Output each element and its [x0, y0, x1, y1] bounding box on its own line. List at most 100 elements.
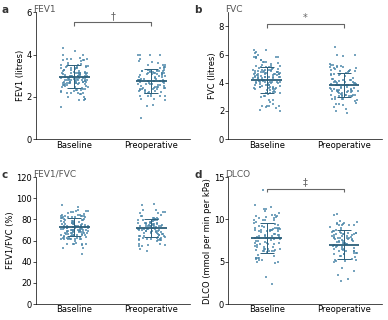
Point — [136, 74, 142, 79]
Point — [256, 224, 262, 229]
Point — [71, 221, 77, 226]
Point — [139, 213, 145, 219]
Point — [140, 207, 146, 212]
Point — [353, 251, 359, 256]
Text: c: c — [2, 170, 8, 180]
Point — [64, 236, 70, 241]
Point — [65, 61, 71, 66]
Point — [140, 226, 147, 231]
Point — [156, 73, 162, 78]
Point — [80, 80, 86, 85]
Point — [150, 69, 156, 74]
Point — [265, 83, 272, 88]
Point — [136, 237, 142, 242]
Point — [327, 225, 334, 230]
Point — [266, 83, 272, 88]
Point — [262, 239, 268, 244]
Point — [267, 99, 273, 104]
Point — [339, 245, 345, 250]
Point — [145, 243, 151, 248]
Point — [346, 222, 353, 227]
Point — [162, 210, 168, 215]
Point — [330, 76, 336, 82]
Point — [61, 217, 68, 222]
Point — [276, 234, 282, 239]
Point — [340, 241, 346, 246]
Point — [142, 91, 149, 96]
Point — [334, 272, 341, 277]
Point — [80, 227, 87, 232]
Point — [352, 255, 358, 260]
Point — [263, 236, 269, 241]
Point — [60, 215, 66, 220]
Point — [266, 85, 272, 91]
Point — [258, 58, 264, 63]
Point — [84, 56, 90, 61]
Point — [340, 77, 346, 82]
Point — [84, 231, 90, 236]
Point — [253, 81, 259, 86]
Point — [145, 71, 151, 76]
Point — [257, 107, 263, 112]
Point — [68, 67, 74, 72]
Point — [80, 75, 86, 80]
Point — [81, 97, 87, 102]
Point — [265, 67, 272, 72]
Point — [75, 70, 81, 75]
Point — [255, 73, 261, 78]
Point — [144, 103, 151, 108]
Point — [266, 98, 272, 103]
Point — [153, 207, 159, 212]
Point — [66, 80, 73, 85]
Point — [60, 68, 66, 73]
Point — [251, 75, 258, 80]
Point — [83, 70, 90, 75]
Point — [260, 59, 266, 64]
Y-axis label: FEV1 (litres): FEV1 (litres) — [16, 50, 25, 101]
Point — [159, 71, 165, 76]
Point — [334, 89, 341, 94]
Point — [342, 242, 348, 247]
Point — [155, 61, 161, 66]
Point — [73, 80, 79, 85]
Point — [328, 89, 334, 94]
Point — [77, 92, 83, 97]
Point — [158, 90, 164, 95]
Point — [77, 226, 83, 231]
Point — [58, 226, 64, 231]
Point — [64, 91, 70, 96]
Point — [136, 78, 142, 83]
Point — [158, 71, 165, 76]
Point — [265, 80, 271, 85]
Point — [348, 237, 355, 243]
Point — [81, 211, 87, 216]
Point — [152, 216, 159, 221]
Point — [57, 218, 64, 223]
Point — [58, 233, 64, 238]
Point — [256, 79, 263, 84]
Point — [251, 236, 258, 241]
Point — [79, 218, 85, 223]
Point — [64, 225, 70, 230]
Point — [138, 214, 144, 219]
Point — [137, 72, 143, 77]
Point — [271, 248, 277, 253]
Point — [352, 69, 359, 74]
Point — [352, 92, 358, 97]
Point — [274, 214, 281, 219]
Point — [267, 88, 274, 93]
Point — [258, 95, 264, 100]
Point — [83, 228, 89, 233]
Point — [263, 229, 270, 234]
Point — [274, 69, 280, 75]
Point — [336, 94, 342, 99]
Point — [334, 88, 340, 93]
Point — [66, 77, 72, 82]
Point — [149, 81, 156, 86]
Point — [148, 229, 154, 234]
Point — [161, 66, 167, 71]
Point — [85, 84, 91, 89]
Point — [80, 91, 86, 96]
Point — [74, 208, 81, 213]
Point — [158, 235, 164, 240]
